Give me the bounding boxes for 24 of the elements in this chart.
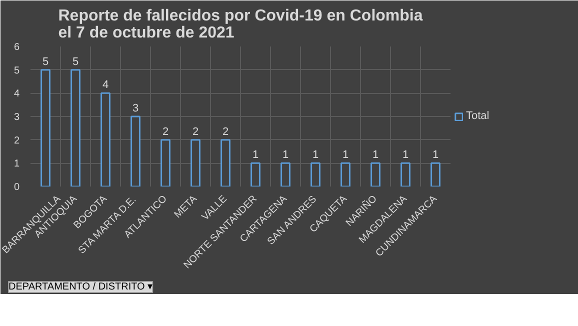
y-tick-label: 6	[14, 42, 20, 53]
y-tick-label: 2	[14, 135, 20, 146]
data-label: 1	[432, 149, 439, 162]
y-tick-label: 3	[14, 112, 20, 123]
data-label: 1	[372, 149, 379, 162]
data-label: 3	[132, 102, 139, 114]
y-tick-label: 5	[14, 65, 20, 76]
y-tick-label: 4	[14, 88, 20, 100]
data-label: 1	[282, 149, 289, 162]
y-tick-label: 1	[14, 158, 20, 170]
text: DEPARTAMENTO / DISTRITO ▾	[8, 282, 153, 292]
data-label: 1	[252, 149, 259, 162]
y-tick-label: 0	[14, 182, 20, 193]
data-label: 2	[222, 126, 229, 138]
data-label: 1	[342, 149, 349, 162]
data-label: 2	[162, 126, 169, 138]
data-label: 1	[312, 149, 319, 162]
legend-label: Total	[466, 110, 490, 122]
chart-title: Reporte de fallecidos por Covid-19 en Colombia el 7 de octubre de 2021	[58, 8, 423, 42]
data-label: 4	[102, 79, 109, 92]
data-label: 1	[402, 149, 409, 162]
data-label: 5	[42, 56, 49, 68]
data-label: 5	[72, 56, 79, 68]
data-label: 2	[192, 126, 199, 138]
